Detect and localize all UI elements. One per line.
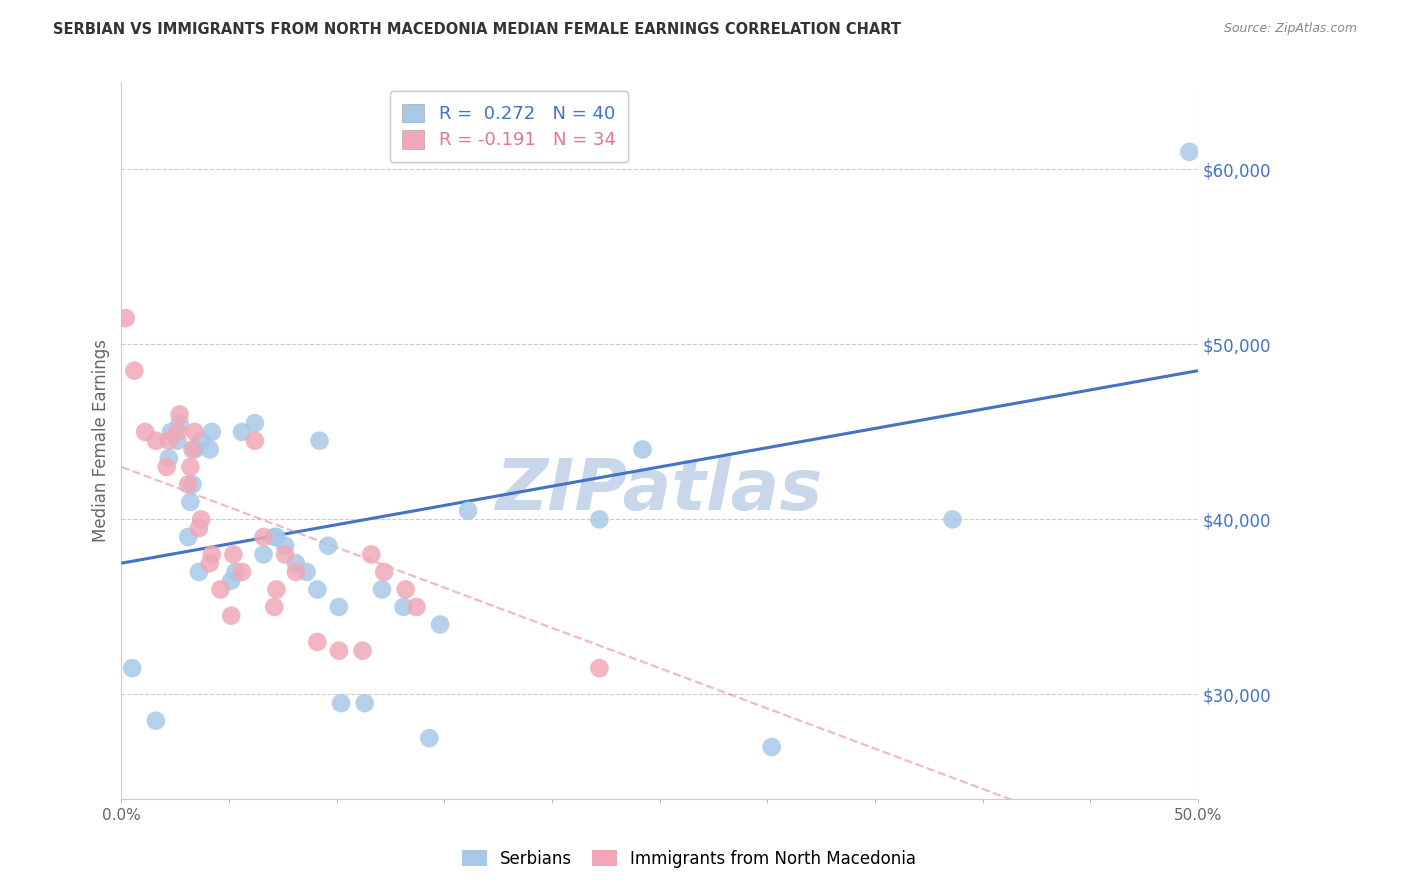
Point xyxy=(209,582,232,597)
Point xyxy=(157,434,180,448)
Legend: R =  0.272   N = 40, R = -0.191   N = 34: R = 0.272 N = 40, R = -0.191 N = 34 xyxy=(389,91,628,162)
Text: SERBIAN VS IMMIGRANTS FROM NORTH MACEDONIA MEDIAN FEMALE EARNINGS CORRELATION CH: SERBIAN VS IMMIGRANTS FROM NORTH MACEDON… xyxy=(53,22,901,37)
Point xyxy=(169,416,191,430)
Point xyxy=(198,556,221,570)
Point xyxy=(418,731,440,746)
Point xyxy=(308,434,330,448)
Point xyxy=(330,696,353,710)
Point xyxy=(201,425,224,439)
Point xyxy=(588,661,610,675)
Point xyxy=(263,530,285,544)
Point xyxy=(631,442,654,457)
Point xyxy=(457,504,479,518)
Point xyxy=(243,416,266,430)
Point xyxy=(352,643,374,657)
Point xyxy=(1178,145,1201,159)
Point xyxy=(328,599,350,614)
Point xyxy=(121,661,143,675)
Point xyxy=(222,548,245,562)
Point xyxy=(266,530,288,544)
Point xyxy=(181,442,204,457)
Point xyxy=(395,582,418,597)
Point xyxy=(231,425,253,439)
Point xyxy=(252,530,274,544)
Point xyxy=(588,512,610,526)
Point xyxy=(429,617,451,632)
Point xyxy=(169,408,191,422)
Point xyxy=(225,565,247,579)
Point xyxy=(198,442,221,457)
Point xyxy=(156,459,179,474)
Point xyxy=(134,425,156,439)
Point xyxy=(316,539,339,553)
Point xyxy=(307,582,329,597)
Point xyxy=(183,425,205,439)
Text: Source: ZipAtlas.com: Source: ZipAtlas.com xyxy=(1223,22,1357,36)
Point xyxy=(201,548,224,562)
Legend: Serbians, Immigrants from North Macedonia: Serbians, Immigrants from North Macedoni… xyxy=(456,844,922,875)
Point xyxy=(231,565,253,579)
Point xyxy=(166,425,188,439)
Point xyxy=(371,582,394,597)
Point xyxy=(219,574,242,588)
Point xyxy=(145,714,167,728)
Point xyxy=(252,548,274,562)
Point xyxy=(177,530,200,544)
Text: ZIPatlas: ZIPatlas xyxy=(496,457,824,525)
Point xyxy=(188,565,211,579)
Point xyxy=(284,556,307,570)
Point xyxy=(190,512,212,526)
Point xyxy=(328,643,350,657)
Point xyxy=(274,539,297,553)
Point xyxy=(284,565,307,579)
Point xyxy=(188,521,211,535)
Point xyxy=(157,451,180,466)
Point xyxy=(405,599,427,614)
Point xyxy=(263,599,285,614)
Point xyxy=(353,696,375,710)
Point xyxy=(392,599,415,614)
Point xyxy=(761,739,783,754)
Point xyxy=(166,434,188,448)
Point xyxy=(190,434,212,448)
Point xyxy=(179,459,201,474)
Point xyxy=(179,495,201,509)
Point xyxy=(183,442,205,457)
Point xyxy=(114,311,136,326)
Point xyxy=(124,364,146,378)
Point xyxy=(266,582,288,597)
Point xyxy=(177,477,200,491)
Y-axis label: Median Female Earnings: Median Female Earnings xyxy=(93,339,110,542)
Point xyxy=(243,434,266,448)
Point xyxy=(360,548,382,562)
Point xyxy=(274,548,297,562)
Point xyxy=(295,565,318,579)
Point xyxy=(373,565,395,579)
Point xyxy=(307,635,329,649)
Point xyxy=(145,434,167,448)
Point xyxy=(941,512,963,526)
Point xyxy=(160,425,183,439)
Point xyxy=(219,608,242,623)
Point xyxy=(181,477,204,491)
